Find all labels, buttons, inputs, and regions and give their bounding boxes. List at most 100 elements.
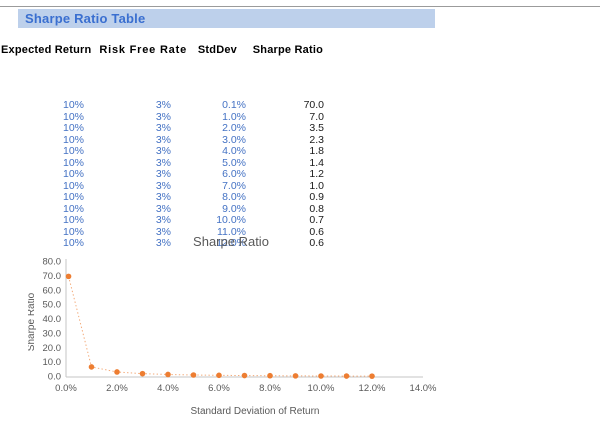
table-cell[interactable]: 3% <box>155 214 171 226</box>
table-row: 10% 3% 0.1% 70.0 <box>0 99 340 112</box>
table-cell[interactable]: 2.3 <box>309 133 324 146</box>
table-row: 10% 3% 12.0% 0.6 <box>0 237 340 250</box>
table-cell[interactable]: 10% <box>62 145 84 157</box>
table-cell[interactable]: 1.8 <box>309 145 324 157</box>
table-cell[interactable]: 3% <box>155 156 171 169</box>
table-cell[interactable]: 1.2 <box>309 168 324 180</box>
table-cell[interactable]: 10.0% <box>216 214 246 226</box>
table-cell[interactable]: 3% <box>155 225 171 238</box>
table-cell[interactable]: 10% <box>62 237 84 249</box>
y-tick-label: 20.0 <box>43 343 62 354</box>
x-tick-label: 0.0% <box>55 383 77 394</box>
y-tick-label: 70.0 <box>43 271 62 282</box>
header-sharpe-ratio[interactable]: Sharpe Ratio <box>252 44 323 56</box>
data-point-marker[interactable] <box>318 373 324 379</box>
table-cell[interactable]: 3% <box>155 145 171 157</box>
table-cell[interactable]: 10% <box>62 168 84 180</box>
data-point-marker[interactable] <box>190 372 197 378</box>
table-cell[interactable]: 10% <box>62 202 84 215</box>
table-row: 10% 3% 5.0% 1.4 <box>0 156 340 170</box>
y-tick-label: 60.0 <box>43 285 62 296</box>
x-tick-label: 2.0% <box>106 383 128 394</box>
table-row: 10% 3% 11.0% 0.6 <box>0 225 340 239</box>
table-cell[interactable]: 3% <box>155 122 171 134</box>
table-cell[interactable]: 10% <box>62 133 84 146</box>
table-header-row: Expected Return Risk Free Rate StdDev Sh… <box>0 44 340 56</box>
table-cell[interactable]: 7.0% <box>222 179 246 192</box>
sharpe-ratio-table: Expected Return Risk Free Rate StdDev Sh… <box>0 44 340 249</box>
data-point-marker[interactable] <box>343 373 350 379</box>
header-risk-free-rate[interactable]: Risk Free Rate <box>99 44 187 56</box>
table-row: 10% 3% 2.0% 3.5 <box>0 122 340 135</box>
table-cell[interactable]: 2.0% <box>222 122 246 134</box>
x-tick-label: 10.0% <box>308 383 335 394</box>
table-cell[interactable]: 3% <box>155 168 171 180</box>
table-cell[interactable]: 11.0% <box>217 225 246 238</box>
table-body: 10% 3% 0.1% 70.0 10% 3% 1.0% 7.0 10% 3% 2.0% 3.5 10%… <box>0 99 340 250</box>
data-point-marker[interactable] <box>267 372 273 379</box>
table-cell[interactable]: 3% <box>155 191 171 203</box>
data-point-marker[interactable] <box>165 371 171 378</box>
x-tick-label: 6.0% <box>208 383 230 394</box>
table-cell[interactable]: 0.6 <box>309 225 324 238</box>
header-expected-return[interactable]: Expected Return <box>1 44 92 56</box>
table-cell[interactable]: 3% <box>155 99 171 111</box>
table-cell[interactable]: 10% <box>62 110 84 123</box>
table-cell[interactable]: 4.0% <box>222 145 246 157</box>
y-tick-label: 30.0 <box>43 328 62 339</box>
y-tick-label: 80.0 <box>43 257 62 268</box>
table-cell[interactable]: 5.0% <box>222 156 246 169</box>
table-cell[interactable]: 10% <box>62 99 84 111</box>
sheet-title: Sharpe Ratio Table <box>25 11 146 26</box>
table-cell[interactable]: 1.4 <box>309 156 324 169</box>
table-cell[interactable]: 7.0 <box>309 110 324 123</box>
data-point-marker[interactable] <box>292 373 299 379</box>
table-cell[interactable]: 10% <box>62 122 84 134</box>
table-cell[interactable]: 3.0% <box>222 133 246 146</box>
data-point-marker[interactable] <box>88 364 95 370</box>
y-tick-label: 40.0 <box>43 314 62 325</box>
table-cell[interactable]: 6.0% <box>222 168 246 180</box>
table-cell[interactable]: 3% <box>155 179 171 192</box>
sharpe-ratio-chart[interactable]: Sharpe Ratio Standard Deviation of Return… <box>28 226 473 427</box>
x-tick-label: 14.0% <box>410 383 437 394</box>
table-cell[interactable]: 10% <box>62 191 84 203</box>
data-point-marker[interactable] <box>114 369 120 375</box>
table-cell[interactable]: 3% <box>155 133 171 146</box>
table-cell[interactable]: 0.1% <box>222 99 246 111</box>
x-tick-label: 4.0% <box>157 383 179 394</box>
data-point-marker[interactable] <box>241 372 248 379</box>
table-cell[interactable]: 3% <box>155 237 171 249</box>
table-cell[interactable]: 9.0% <box>222 202 246 215</box>
data-point-marker[interactable] <box>369 373 375 379</box>
table-cell[interactable]: 8.0% <box>222 191 246 203</box>
table-cell[interactable]: 1.0 <box>309 179 324 192</box>
table-cell[interactable]: 10% <box>62 225 84 238</box>
table-cell[interactable]: 1.0% <box>222 110 246 123</box>
table-cell[interactable]: 10% <box>62 214 84 226</box>
table-row: 10% 3% 6.0% 1.2 <box>0 168 340 181</box>
data-point-marker[interactable] <box>139 370 146 377</box>
table-cell[interactable]: 0.8 <box>309 202 324 215</box>
x-tick-label: 8.0% <box>259 383 281 394</box>
chart-canvas: Sharpe Ratio Standard Deviation of Return… <box>28 234 437 417</box>
table-cell[interactable]: 3% <box>155 202 171 215</box>
y-tick-label: 0.0 <box>48 372 61 383</box>
table-cell[interactable]: 0.7 <box>309 214 324 226</box>
data-point-marker[interactable] <box>216 372 222 379</box>
table-cell[interactable]: 0.9 <box>309 191 324 203</box>
table-cell[interactable]: 70.0 <box>303 99 324 111</box>
header-stddev[interactable]: StdDev <box>197 44 237 56</box>
chart-title: Sharpe Ratio <box>193 234 269 249</box>
data-point-marker[interactable] <box>65 273 72 280</box>
table-row: 10% 3% 4.0% 1.8 <box>0 145 340 158</box>
table-cell[interactable]: 0.6 <box>309 237 324 249</box>
table-cell[interactable]: 12.0% <box>216 237 246 249</box>
table-cell[interactable]: 10% <box>62 179 84 192</box>
y-tick-label: 10.0 <box>43 357 62 368</box>
table-cell[interactable]: 3.5 <box>309 122 324 134</box>
table-row: 10% 3% 10.0% 0.7 <box>0 214 340 227</box>
table-cell[interactable]: 3% <box>155 110 171 123</box>
table-cell[interactable]: 10% <box>62 156 84 169</box>
